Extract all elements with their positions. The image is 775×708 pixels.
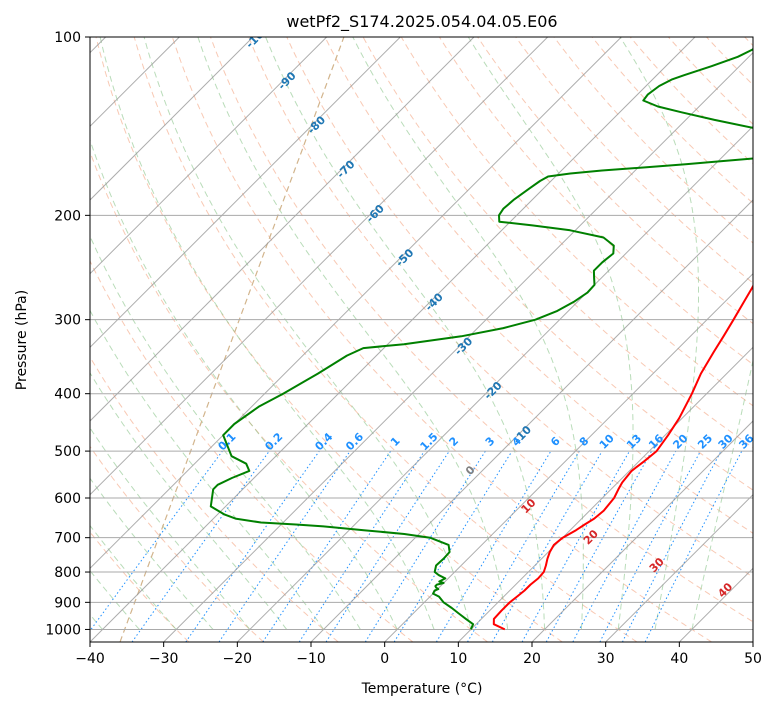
moist-adiabat-line	[352, 37, 584, 630]
y-tick-label: 300	[54, 313, 81, 329]
saturation-curve-line	[119, 37, 345, 642]
mixing-ratio-line	[262, 450, 392, 642]
x-tick-label: 10	[449, 651, 467, 667]
dry-adiabat-line	[248, 37, 753, 578]
dry-adiabat-line	[133, 37, 638, 642]
mixing-ratio-line	[572, 450, 677, 642]
x-tick-label: −10	[296, 651, 326, 667]
mixing-ratio-line	[644, 450, 743, 642]
moist-adiabat-line	[619, 37, 699, 630]
x-tick-label: 50	[744, 651, 762, 667]
dry-adiabat-line	[324, 37, 753, 491]
moist-adiabat-line	[90, 138, 398, 630]
dry-adiabat-line	[210, 37, 753, 623]
isotherm-line	[236, 125, 753, 642]
y-tick-label: 200	[54, 208, 81, 224]
x-tick-label: 40	[670, 651, 688, 667]
moist-adiabat-line	[143, 37, 472, 630]
dry-adiabat-line	[90, 259, 414, 642]
series-line	[492, 284, 753, 631]
isotherm-line	[605, 493, 753, 642]
isotherm-line	[90, 37, 622, 570]
sounding-profiles	[209, 47, 753, 631]
mixing-ratio-line	[298, 450, 425, 642]
moist-adiabat-line	[90, 477, 214, 630]
y-axis: 1000 900 800 700 600 500 400 300 200 100	[45, 30, 90, 638]
y-tick-label: 800	[54, 565, 81, 581]
isotherm-line	[310, 199, 753, 642]
x-axis-title: Temperature (°C)	[361, 681, 483, 697]
mixing-ratio-line	[90, 450, 223, 632]
mixing-ratio-line	[185, 450, 320, 642]
x-tick-label: 20	[523, 651, 541, 667]
isotherm-line	[384, 272, 753, 642]
mixing-ratio-line	[521, 450, 630, 642]
y-tick-label: 700	[54, 531, 81, 547]
isotherm-line	[90, 37, 475, 422]
background-lines	[90, 37, 753, 642]
dry-adiabat-line	[95, 37, 563, 642]
x-tick-label: −40	[75, 651, 105, 667]
isotherm-line	[90, 37, 328, 275]
dry-adiabat-line	[90, 356, 339, 642]
moist-adiabat-line	[265, 37, 546, 630]
mixing-ratio-line	[325, 450, 450, 642]
y-tick-label: 400	[54, 387, 81, 403]
x-tick-label: −30	[149, 651, 179, 667]
x-axis: −40 −30 −20 −10 0 10 20 30 40 50	[75, 642, 762, 667]
x-tick-label: 30	[597, 651, 615, 667]
moist-adiabat-line	[90, 371, 288, 630]
moist-adiabat-line	[90, 427, 251, 630]
y-tick-label: 1000	[45, 622, 81, 638]
isotherm-line	[90, 37, 549, 496]
isotherm-line	[163, 51, 753, 642]
y-tick-label: 500	[54, 444, 81, 460]
y-axis-title: Pressure (hPa)	[14, 290, 30, 390]
moist-adiabat-line	[197, 37, 509, 630]
mixing-ratio-line	[218, 450, 351, 642]
isotherm-line	[531, 420, 753, 642]
moist-adiabat-line	[691, 358, 753, 630]
dry-adiabat-line	[286, 37, 753, 534]
chart-title: wetPf2_S174.2025.054.04.05.E06	[286, 12, 557, 32]
x-tick-label: −20	[223, 651, 253, 667]
moist-adiabat-line	[467, 37, 634, 630]
y-tick-label: 600	[54, 491, 81, 507]
mixing-ratio-line	[393, 450, 513, 642]
mixing-ratio-line	[545, 450, 653, 642]
dry-adiabat-line	[515, 37, 753, 284]
series-line	[209, 47, 753, 630]
dry-adiabat-line	[171, 37, 712, 642]
y-tick-label: 100	[54, 30, 81, 46]
isotherm-line	[90, 37, 401, 349]
moist-adiabat-line	[99, 37, 435, 630]
x-tick-label: 0	[380, 651, 389, 667]
isotherm-line	[90, 37, 696, 642]
y-tick-label: 900	[54, 595, 81, 611]
mixing-ratio-line	[131, 450, 270, 642]
isotherm-line	[90, 37, 254, 201]
dry-adiabat-line	[90, 445, 264, 642]
moist-adiabat-line	[90, 235, 361, 630]
plot-frame	[89, 36, 754, 643]
